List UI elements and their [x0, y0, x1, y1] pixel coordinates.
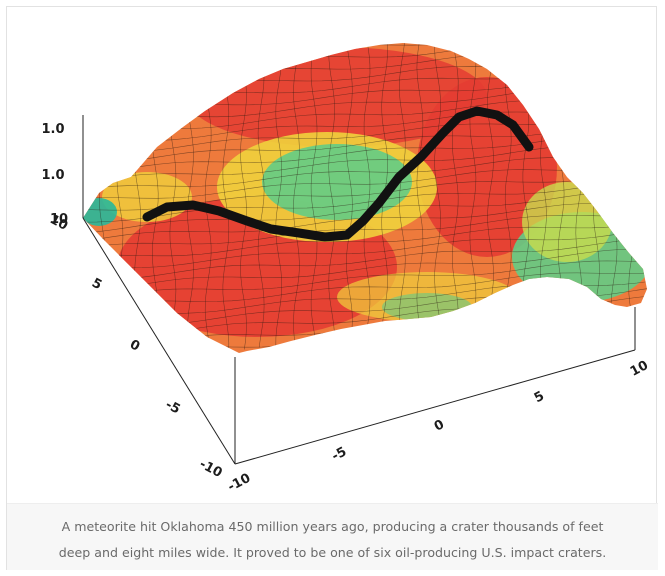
x-tick-label-1: -10	[225, 471, 253, 495]
axis-x-edge	[234, 349, 636, 465]
mesh-line-y-18	[381, 43, 388, 336]
mesh-line-x-1	[83, 43, 647, 50]
y-tick-label-4: 5	[89, 276, 104, 293]
surface-color-region-7	[522, 182, 612, 262]
axes	[82, 115, 636, 465]
x-tick-label-5: 10	[628, 358, 651, 380]
y-tick-label-2: -5	[163, 397, 183, 417]
y-tick-label-3: 0	[127, 337, 142, 354]
caption-box: A meteorite hit Oklahoma 450 million yea…	[7, 503, 658, 570]
y-tick-label-1: -10	[197, 457, 225, 481]
mesh-line-x-19	[83, 179, 647, 223]
mesh-line-y-22	[452, 43, 459, 329]
crater-surface-plot: -10 -5 0 5 10 -10 -5 0 5 10 10 1.0 1.0	[7, 7, 658, 497]
caption-line-1: A meteorite hit Oklahoma 450 million yea…	[61, 519, 604, 534]
mesh-line-x-0	[67, 7, 658, 37]
mesh-line-y-16	[346, 43, 353, 339]
mesh-line-y-13	[293, 43, 300, 345]
mesh-line-y-0	[64, 37, 70, 367]
mesh-line-x-22	[83, 212, 647, 251]
mesh-line-x-25	[83, 236, 647, 280]
axis-y-edge	[82, 217, 236, 465]
mesh-line-x-23	[83, 219, 647, 258]
mesh-line-x-28	[83, 271, 647, 310]
x-tick-label-4: 5	[532, 389, 547, 406]
x-tick-label-3: 0	[432, 417, 447, 434]
mesh-line-x-26	[83, 248, 647, 292]
mesh-line-y-15	[328, 43, 335, 341]
mesh-line-y-21	[434, 43, 441, 330]
figure-caption: A meteorite hit Oklahoma 450 million yea…	[25, 514, 640, 566]
z-tick-label-2: 1.0	[41, 168, 64, 183]
z-tick-label-3: 1.0	[41, 122, 64, 137]
mesh-line-y-12	[275, 43, 282, 346]
mesh-line-y-17	[363, 43, 371, 338]
figure-card: -10 -5 0 5 10 -10 -5 0 5 10 10 1.0 1.0 A meteorite h…	[6, 6, 658, 570]
mesh-line-x-27	[83, 260, 647, 303]
mesh-line-y-14	[310, 43, 318, 343]
z-tick-label-1: 10	[50, 212, 68, 227]
mesh-line-y-20	[416, 43, 424, 332]
crater-rim-ridge-line	[142, 106, 534, 242]
caption-line-2: deep and eight miles wide. It proved to …	[58, 545, 607, 560]
mesh-line-y-33	[646, 43, 647, 309]
x-tick-label-2: -5	[329, 444, 349, 464]
mesh-line-x-24	[83, 226, 647, 269]
mesh-line-x-20	[83, 191, 647, 235]
